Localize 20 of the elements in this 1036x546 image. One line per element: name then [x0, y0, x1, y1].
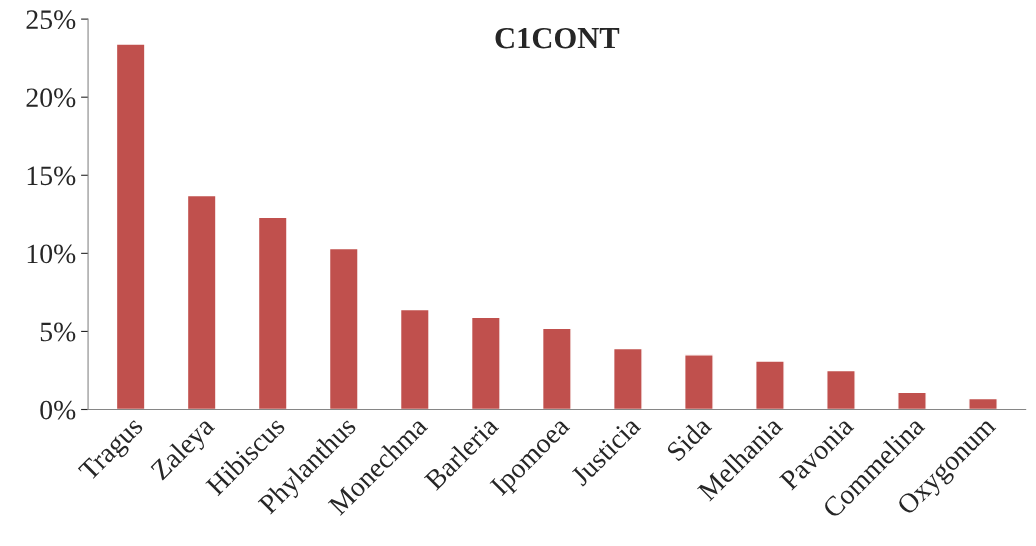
y-tick-label: 20% — [26, 88, 76, 108]
bar — [186, 194, 217, 410]
bar — [684, 354, 714, 410]
bar — [897, 391, 927, 410]
bar — [541, 327, 572, 410]
bar — [612, 347, 643, 410]
y-tick-label: 0% — [40, 400, 76, 420]
bar — [470, 316, 501, 410]
bar — [115, 43, 146, 410]
y-tick-label: 5% — [40, 322, 76, 342]
bar — [399, 308, 430, 410]
bar — [968, 397, 998, 410]
y-tick-label: 15% — [27, 166, 76, 186]
chart-title: C1CONT — [495, 27, 620, 49]
y-tick-label: 10% — [27, 244, 76, 264]
bar — [257, 216, 288, 410]
bar — [328, 247, 359, 410]
bar — [755, 360, 785, 410]
y-tick-label: 25% — [26, 10, 76, 30]
bar — [826, 369, 856, 410]
